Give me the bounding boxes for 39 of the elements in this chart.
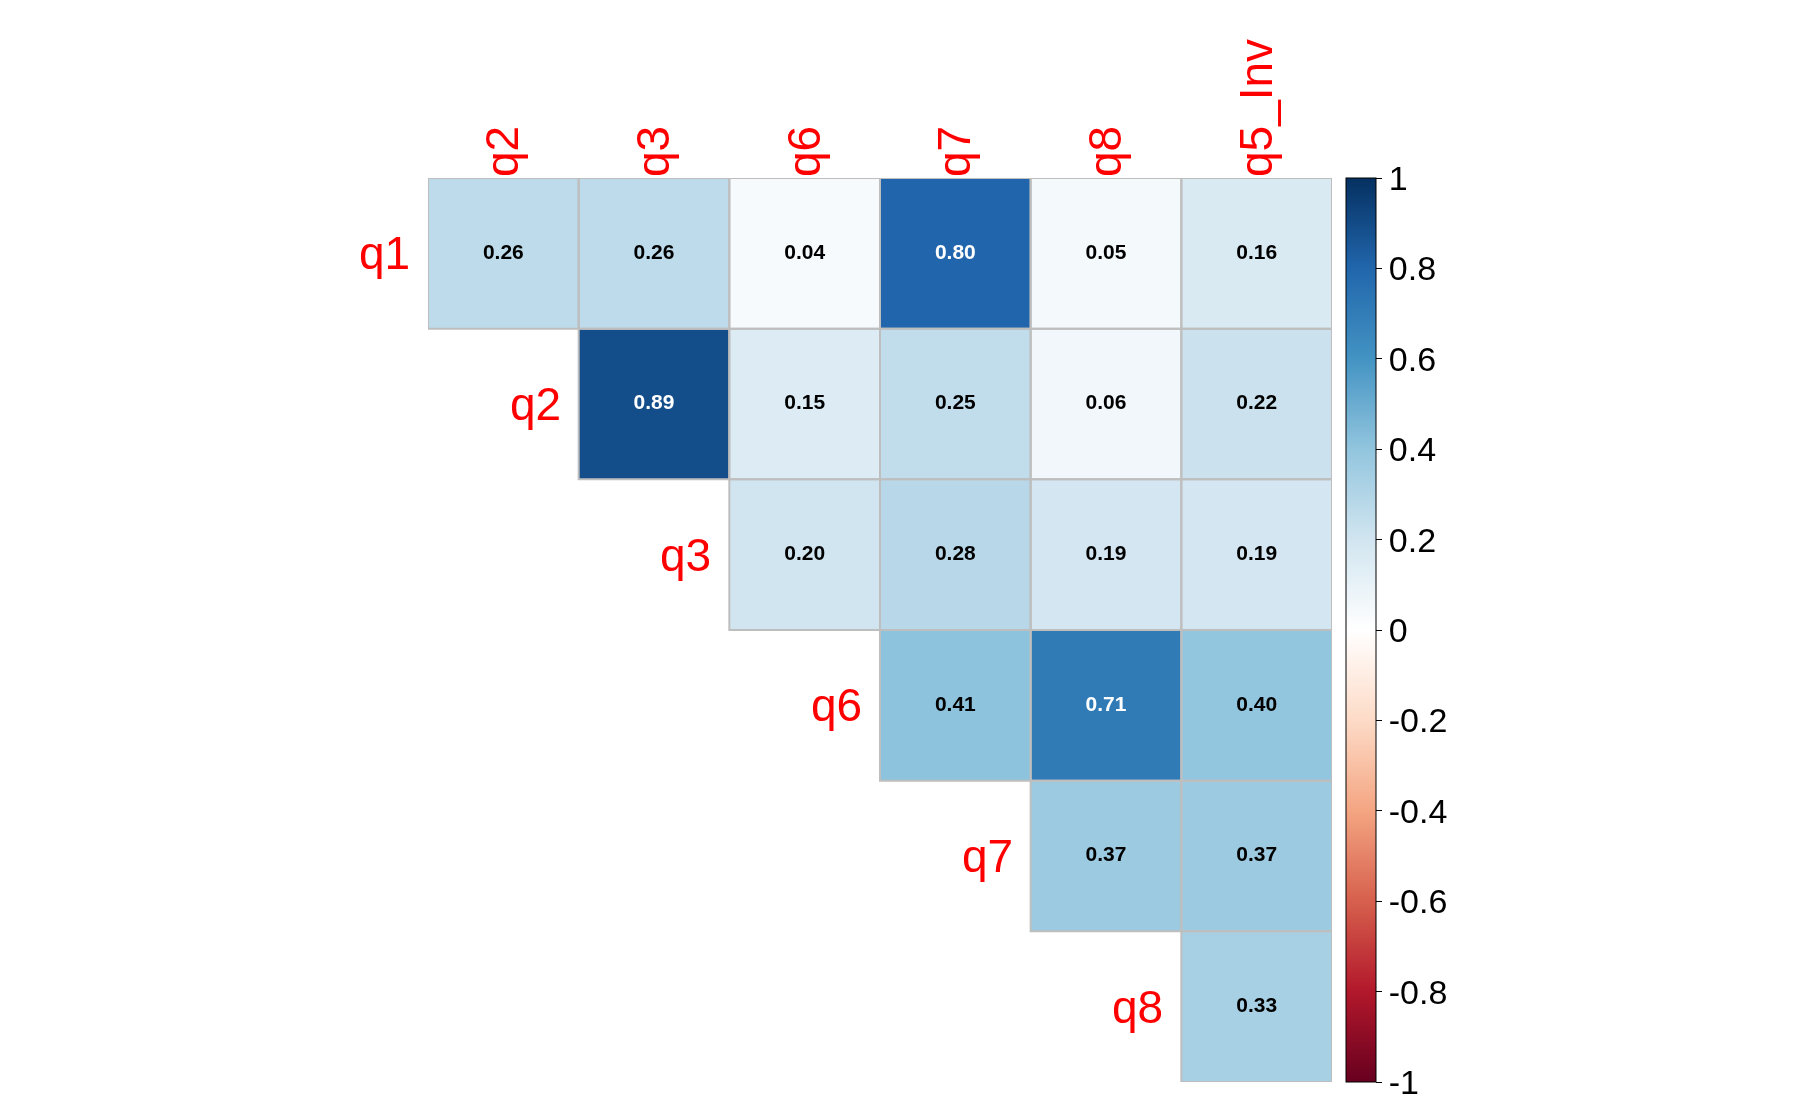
data-label: 0.20 (784, 540, 826, 564)
color-bar-label: -1 (1388, 1062, 1420, 1101)
data-label: 0.22 (1236, 390, 1278, 414)
data-label: 0.15 (784, 390, 826, 414)
data-label: 0.06 (1085, 390, 1127, 414)
data-label: 0.04 (784, 239, 826, 263)
color-bar-label: -0.6 (1388, 882, 1448, 921)
color-bar-label: 0.4 (1388, 430, 1437, 469)
data-label: 0.19 (1236, 540, 1278, 564)
color-bar-label: -0.4 (1388, 791, 1448, 830)
x-tick-label: q3 (626, 125, 679, 177)
data-label: 0.80 (934, 239, 976, 263)
data-label: 0.25 (934, 390, 977, 414)
data-label: 0.37 (1236, 842, 1278, 866)
data-label: 0.41 (934, 691, 977, 715)
data-label: 0.37 (1085, 842, 1127, 866)
color-bar-label: 0.6 (1388, 339, 1437, 378)
data-label: 0.89 (633, 390, 675, 414)
x-tick-label: q7 (928, 125, 981, 177)
data-label: 0.26 (633, 239, 675, 263)
x-tick-label: q8 (1078, 125, 1131, 177)
data-label: 0.16 (1236, 239, 1278, 263)
x-tick-label: q5_Inv (1229, 38, 1282, 177)
data-label: 0.33 (1236, 992, 1278, 1016)
data-label: 0.40 (1236, 691, 1278, 715)
x-tick-label: q6 (777, 125, 830, 177)
color-bar-label: 1 (1388, 158, 1408, 197)
color-bar-label: -0.2 (1388, 701, 1448, 740)
color-bar-label: -0.8 (1388, 972, 1448, 1011)
data-label: 0.19 (1085, 540, 1127, 564)
color-bar-label: 0 (1388, 610, 1408, 649)
data-label: 0.71 (1085, 691, 1127, 715)
x-tick-label: q2 (476, 125, 529, 177)
color-bar-label: 0.2 (1388, 520, 1437, 559)
data-label: 0.28 (934, 540, 977, 564)
color-bar-label: 0.8 (1388, 249, 1437, 288)
data-label: 0.05 (1085, 239, 1127, 263)
data-label: 0.26 (482, 239, 524, 263)
y-tick-label: q1 (359, 227, 411, 279)
